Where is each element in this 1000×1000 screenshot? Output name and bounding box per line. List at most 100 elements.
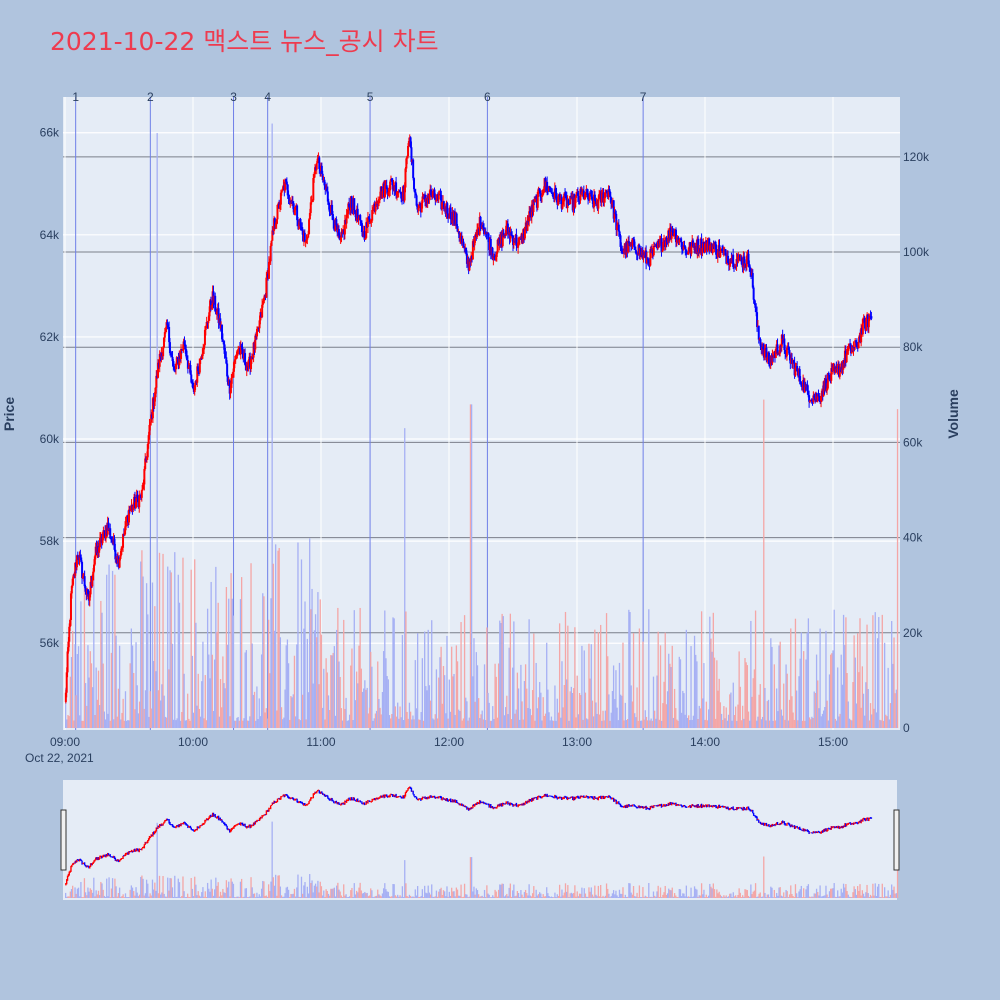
volume-bar [797, 720, 799, 728]
candle-body [724, 249, 727, 256]
volume-bar [754, 610, 757, 728]
volume-bar [374, 713, 377, 728]
range-slider-volume-bar [815, 888, 818, 898]
volume-bar [688, 715, 690, 728]
volume-bar [252, 694, 255, 728]
range-slider-volume-bar [172, 896, 175, 898]
candle-body [374, 205, 377, 212]
range-slider[interactable] [63, 780, 897, 900]
range-slider-volume-bar [367, 896, 370, 898]
range-slider-volume-bar [358, 887, 360, 898]
range-slider-volume-bar [372, 897, 374, 898]
volume-bar [136, 685, 138, 728]
range-slider-volume-bar [473, 886, 475, 898]
volume-bar [855, 703, 858, 728]
candle-body [660, 238, 663, 252]
volume-bar [217, 602, 219, 728]
volume-bar [321, 707, 324, 728]
volume-bar [387, 679, 389, 728]
candle-body [281, 188, 284, 191]
volume-bar [580, 695, 582, 728]
range-slider-volume-bar [695, 888, 697, 898]
range-slider-volume-bar [215, 877, 217, 898]
volume-bar [582, 719, 584, 728]
range-slider-left-handle[interactable] [60, 809, 67, 871]
candle-body [785, 347, 788, 357]
range-slider-volume-bar [378, 894, 380, 898]
volume-bar [156, 133, 158, 728]
range-slider-volume-bar [527, 895, 529, 898]
range-slider-volume-bar [94, 896, 96, 898]
volume-bar [406, 711, 408, 728]
range-slider-volume-bar [608, 893, 610, 898]
candle-body [721, 249, 724, 251]
volume-bar [651, 720, 653, 728]
candle-body [83, 576, 86, 587]
candle-body [335, 219, 338, 226]
range-slider-volume-bar [75, 893, 77, 898]
volume-bar [432, 718, 434, 728]
candle-body [711, 244, 714, 254]
volume-bar [862, 693, 865, 728]
candle-body [768, 364, 771, 366]
candle-body [286, 184, 289, 196]
range-slider-volume-bar [732, 892, 734, 898]
range-slider-volume-bar [344, 895, 346, 898]
candle-body [288, 198, 291, 202]
volume-tick-label: 40k [903, 531, 923, 545]
volume-bar [182, 557, 184, 728]
range-slider-volume-bar [189, 897, 191, 898]
volume-bar [589, 678, 591, 728]
time-tick-label: 13:00 [562, 735, 592, 749]
main-plot-area[interactable] [63, 97, 900, 730]
volume-bar [739, 686, 741, 728]
volume-bar [120, 719, 122, 728]
range-slider-volume-bar [670, 890, 672, 898]
volume-bar [563, 684, 565, 728]
volume-bar [541, 720, 543, 728]
volume-bar [408, 702, 411, 728]
candle-body [854, 340, 857, 348]
candle-body [265, 277, 268, 298]
range-slider-volume-bar [388, 896, 391, 898]
range-slider-volume-bar [501, 883, 503, 898]
candle-body [175, 357, 178, 364]
volume-bar [699, 708, 702, 728]
range-slider-volume-bar [500, 884, 502, 898]
range-slider-volume-bar [136, 892, 138, 898]
volume-bar [264, 712, 266, 728]
volume-bar [616, 707, 618, 728]
volume-bar [292, 694, 294, 728]
range-slider-right-handle[interactable] [893, 809, 900, 871]
news-marker-label: 7 [640, 90, 647, 104]
candle-body [347, 203, 350, 214]
candle-body [800, 382, 803, 387]
candle-body [367, 217, 370, 219]
range-slider-volume-bar [627, 896, 629, 898]
range-slider-volume-bar [887, 890, 889, 898]
volume-bar [198, 708, 201, 728]
time-tick-label: 12:00 [434, 735, 464, 749]
range-slider-volume-bar [485, 896, 487, 898]
candle-body [198, 358, 201, 373]
candle-body [447, 213, 450, 218]
candle-body [808, 395, 811, 402]
volume-bar [551, 720, 554, 728]
volume-bar [330, 655, 332, 728]
candle-body [557, 196, 560, 205]
volume-bar [417, 633, 419, 728]
volume-bar [763, 399, 765, 728]
volume-bar [791, 696, 793, 728]
volume-bar [781, 715, 784, 728]
candle-body [482, 227, 485, 235]
volume-bar [320, 634, 323, 728]
range-slider-volume-bar [375, 895, 378, 898]
candle-body [455, 213, 458, 227]
candle-body [622, 250, 625, 252]
candle-body [593, 194, 596, 201]
candle-body [752, 287, 755, 300]
volume-bar [854, 657, 856, 728]
range-slider-volume-bar [631, 894, 634, 898]
range-slider-volume-bar [686, 896, 689, 898]
candle-body [285, 179, 288, 182]
